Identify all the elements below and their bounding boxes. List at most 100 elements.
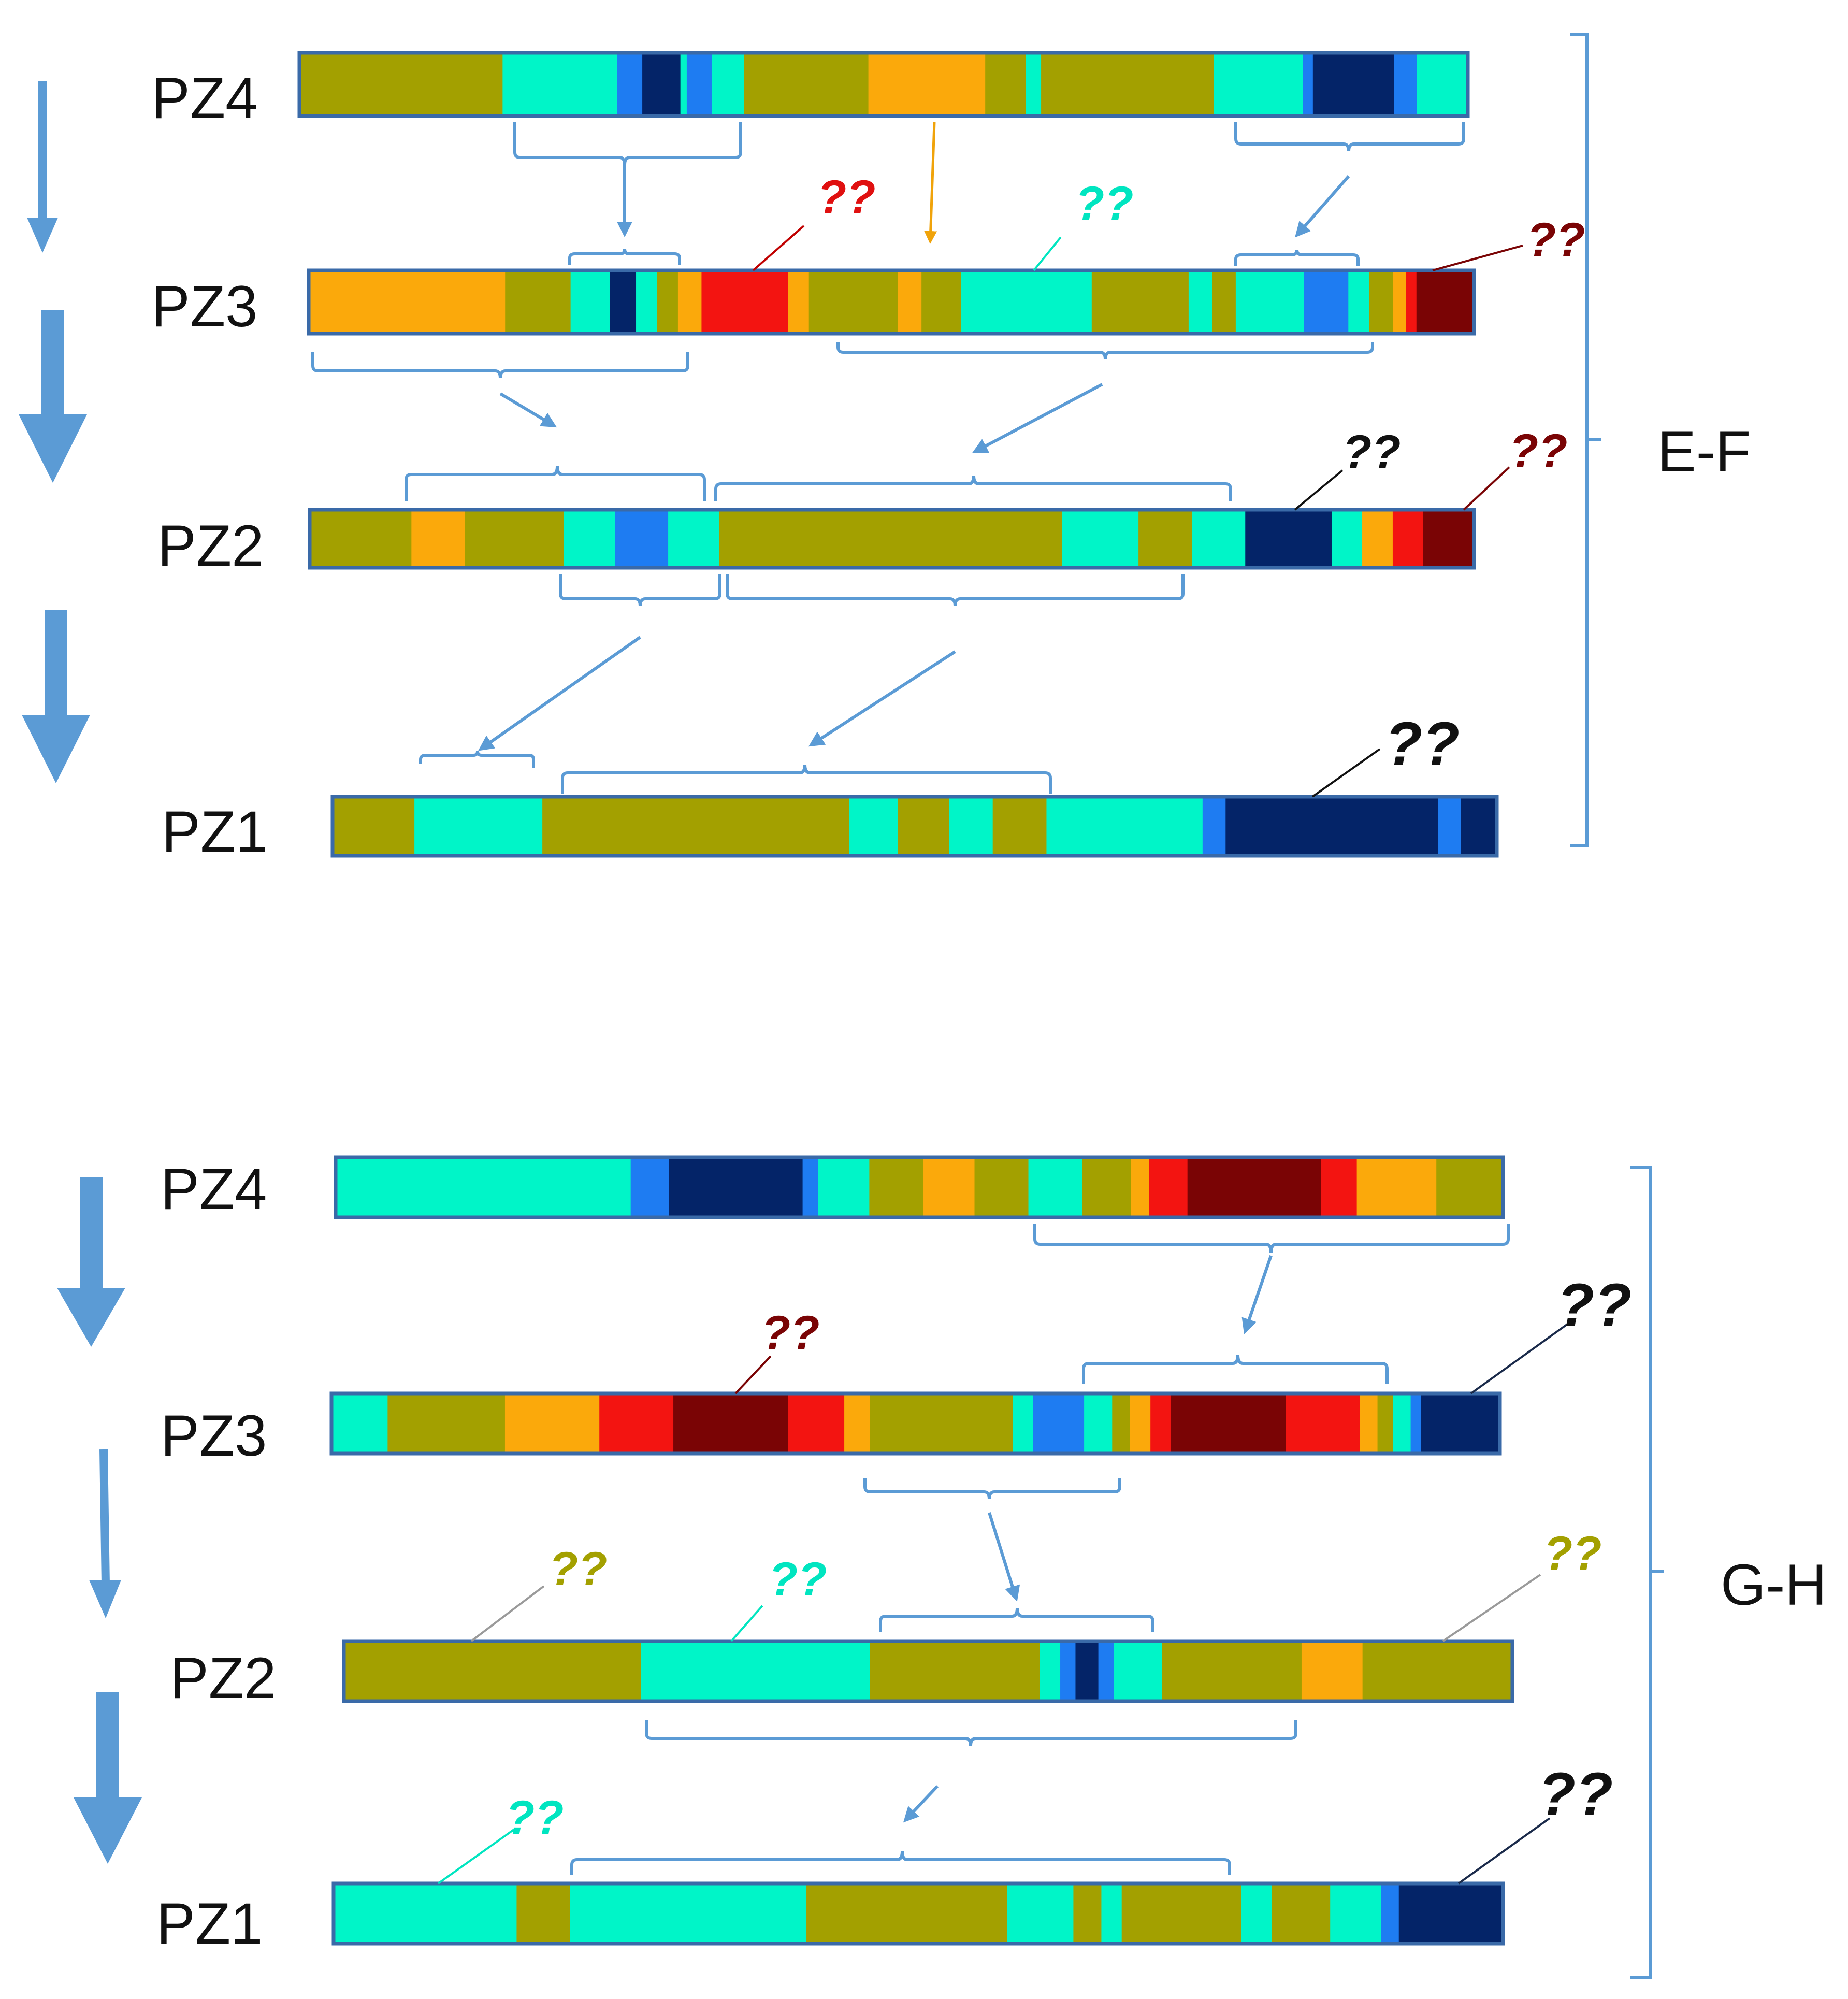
segment-aqua [564, 510, 615, 568]
chromosome-bar [297, 51, 1470, 118]
segment-aqua [636, 270, 658, 334]
panel-g-h: PZ4 PZ3 PZ2 PZ1 [57, 1155, 1827, 1979]
segment-aqua [1101, 1883, 1122, 1944]
segment-orange [844, 1393, 870, 1454]
segment-olive [744, 53, 869, 116]
brace [568, 248, 681, 265]
unknown-mark: ?? [1075, 177, 1133, 230]
segment-aqua [1332, 510, 1363, 568]
segment-maroon [1423, 510, 1475, 568]
brace [836, 342, 1374, 360]
segment-olive [870, 1393, 1013, 1454]
segment-blue [630, 1157, 670, 1217]
connector-arrow [478, 636, 641, 751]
segment-blue [617, 53, 643, 116]
segment-blue [1410, 1393, 1421, 1454]
flow-arrow-icon [22, 610, 90, 783]
segment-navy [1398, 1883, 1504, 1944]
segment-red [1150, 1393, 1172, 1454]
brace [1082, 1355, 1389, 1384]
segment-aqua [1241, 1883, 1272, 1944]
segment-blue [1060, 1641, 1076, 1701]
callout-line [1311, 748, 1381, 798]
group-bracket [1570, 33, 1601, 847]
segment-olive [344, 1641, 642, 1701]
callout-line [1470, 1321, 1571, 1394]
brace [726, 574, 1185, 607]
connector-arrow [1241, 1255, 1273, 1334]
brace [1234, 249, 1360, 266]
segment-aqua [331, 1393, 388, 1454]
segment-olive [898, 797, 950, 856]
segment-olive [809, 270, 899, 334]
segment-blue [1202, 797, 1226, 856]
segment-olive [505, 270, 571, 334]
segment-aqua [570, 1883, 807, 1944]
segment-orange [1393, 270, 1407, 334]
unknown-mark: ?? [1527, 213, 1585, 266]
segment-olive [1162, 1641, 1302, 1701]
callout-line [730, 1605, 763, 1642]
chromosome-bar [334, 1155, 1505, 1219]
segment-red [1392, 510, 1424, 568]
segment-aqua [1040, 1641, 1061, 1701]
brace [863, 1478, 1121, 1500]
row-label: PZ2 [170, 1646, 276, 1710]
connector-arrow [924, 122, 937, 244]
segment-orange [1130, 1393, 1151, 1454]
row-label: PZ1 [162, 799, 268, 864]
unknown-mark: ?? [1385, 710, 1460, 778]
unknown-mark: ?? [1543, 1527, 1601, 1580]
chromosome-bar [307, 268, 1476, 336]
segment-orange [868, 53, 986, 116]
flow-arrow-icon [19, 310, 87, 483]
flow-arrow-icon [74, 1692, 142, 1864]
flow-arrow-icon [27, 81, 58, 253]
segment-red [701, 270, 788, 334]
unknown-mark: ?? [1557, 1271, 1632, 1340]
bar-outline [334, 1155, 1505, 1219]
segment-aqua [1046, 797, 1203, 856]
segment-aqua [1062, 510, 1139, 568]
connector-group [570, 1224, 1510, 1875]
segment-olive [992, 797, 1047, 856]
segment-orange [309, 270, 506, 334]
segment-aqua [1084, 1393, 1113, 1454]
segment-aqua [818, 1157, 870, 1217]
segment-red [599, 1393, 674, 1454]
segment-aqua [1013, 1393, 1034, 1454]
segment-aqua [1028, 1157, 1083, 1217]
segment-aqua [1417, 53, 1468, 116]
brace [311, 352, 689, 379]
segment-orange [1301, 1641, 1363, 1701]
segment-aqua [1235, 270, 1304, 334]
segment-navy [1461, 797, 1497, 856]
segment-red [1149, 1157, 1188, 1217]
row-label: PZ4 [151, 66, 257, 131]
unknown-mark: ?? [769, 1553, 827, 1606]
segment-olive [1272, 1883, 1331, 1944]
segment-maroon [1187, 1157, 1321, 1217]
flow-arrow-icon [89, 1449, 121, 1618]
segment-olive [985, 53, 1027, 116]
segment-blue [1304, 270, 1349, 334]
chromosome-bar [342, 1639, 1514, 1703]
segment-navy [1225, 797, 1438, 856]
unknown-mark: ?? [817, 171, 875, 224]
segment-aqua [1192, 510, 1246, 568]
segment-olive [869, 1157, 924, 1217]
segment-aqua [849, 797, 899, 856]
segment-blue [802, 1157, 818, 1217]
bar-outline [342, 1639, 1514, 1703]
segment-olive [870, 1641, 1041, 1701]
chromosome-bar [331, 1881, 1505, 1946]
segment-aqua [570, 270, 611, 334]
unknown-mark: ?? [506, 1791, 564, 1844]
group-bracket [1630, 1166, 1664, 1979]
segment-olive [806, 1883, 1008, 1944]
bar-outline [308, 508, 1476, 570]
callout-line [1463, 466, 1510, 511]
segment-olive [465, 510, 565, 568]
segment-olive [1436, 1157, 1504, 1217]
segment-olive [921, 270, 961, 334]
